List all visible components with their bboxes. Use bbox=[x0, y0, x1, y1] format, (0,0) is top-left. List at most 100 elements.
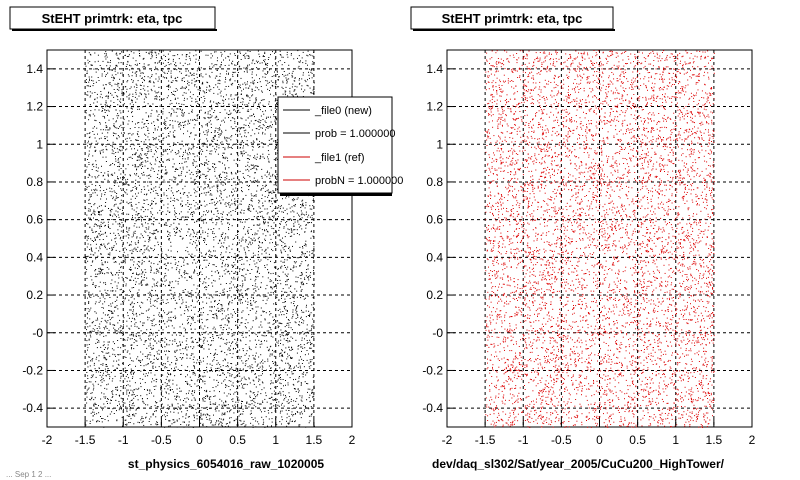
scatter-point bbox=[254, 394, 256, 396]
scatter-point bbox=[162, 320, 164, 322]
scatter-point bbox=[156, 424, 158, 426]
scatter-point bbox=[89, 398, 91, 400]
scatter-point bbox=[88, 185, 90, 187]
scatter-point bbox=[158, 135, 160, 137]
scatter-point bbox=[203, 91, 205, 93]
scatter-point bbox=[226, 407, 228, 409]
scatter-point bbox=[113, 76, 114, 78]
scatter-point bbox=[105, 370, 107, 372]
scatter-point bbox=[308, 408, 310, 410]
scatter-point bbox=[303, 245, 305, 246]
scatter-point bbox=[243, 275, 245, 277]
scatter-point bbox=[270, 335, 272, 337]
scatter-point bbox=[133, 303, 135, 305]
scatter-point bbox=[135, 139, 137, 141]
scatter-point bbox=[198, 337, 200, 339]
scatter-point bbox=[310, 312, 312, 314]
scatter-point bbox=[270, 367, 271, 369]
scatter-point bbox=[264, 53, 266, 54]
scatter-point bbox=[248, 236, 250, 238]
scatter-point bbox=[262, 185, 264, 187]
scatter-point bbox=[164, 72, 166, 74]
scatter-point bbox=[117, 135, 119, 136]
scatter-point bbox=[272, 82, 274, 83]
scatter-point bbox=[204, 383, 206, 385]
scatter-point bbox=[136, 315, 138, 317]
scatter-point bbox=[211, 63, 213, 65]
scatter-point bbox=[225, 268, 227, 270]
scatter-point bbox=[268, 365, 270, 367]
scatter-point bbox=[245, 136, 247, 138]
scatter-point bbox=[89, 104, 91, 106]
scatter-point bbox=[185, 74, 187, 76]
scatter-point bbox=[126, 140, 128, 142]
scatter-point bbox=[139, 321, 141, 323]
scatter-point bbox=[93, 352, 95, 354]
scatter-point bbox=[242, 199, 244, 200]
scatter-point bbox=[105, 283, 107, 285]
scatter-point bbox=[257, 212, 259, 214]
scatter-point bbox=[185, 70, 187, 72]
scatter-point bbox=[287, 422, 289, 424]
scatter-point bbox=[174, 212, 176, 214]
scatter-point bbox=[197, 80, 199, 82]
scatter-point bbox=[156, 96, 158, 98]
scatter-point bbox=[253, 82, 255, 84]
scatter-point bbox=[186, 319, 188, 321]
scatter-point bbox=[113, 102, 115, 103]
scatter-point bbox=[87, 176, 89, 178]
scatter-point bbox=[249, 185, 250, 186]
scatter-point bbox=[139, 314, 141, 316]
scatter-point bbox=[192, 406, 193, 408]
scatter-point bbox=[235, 418, 237, 420]
scatter-point bbox=[213, 101, 215, 103]
scatter-point bbox=[112, 143, 114, 145]
scatter-point bbox=[209, 168, 211, 170]
scatter-point bbox=[224, 172, 225, 174]
scatter-point bbox=[191, 229, 193, 230]
scatter-point bbox=[271, 192, 273, 194]
scatter-point bbox=[270, 54, 271, 56]
scatter-point bbox=[174, 263, 176, 265]
scatter-point bbox=[239, 242, 240, 244]
scatter-point bbox=[233, 276, 235, 278]
scatter-point bbox=[258, 375, 260, 377]
scatter-point bbox=[289, 349, 290, 351]
scatter-point bbox=[95, 160, 97, 162]
scatter-point bbox=[125, 66, 127, 67]
scatter-point bbox=[123, 281, 125, 283]
scatter-point bbox=[248, 64, 250, 66]
scatter-point bbox=[239, 51, 241, 53]
scatter-point bbox=[167, 153, 169, 155]
scatter-point bbox=[218, 217, 220, 218]
scatter-point bbox=[275, 147, 277, 149]
scatter-point bbox=[105, 146, 107, 148]
scatter-point bbox=[283, 211, 284, 213]
scatter-point bbox=[295, 281, 297, 283]
scatter-point bbox=[122, 335, 124, 336]
scatter-point bbox=[242, 302, 243, 304]
scatter-point bbox=[149, 143, 151, 145]
scatter-point bbox=[185, 250, 187, 252]
scatter-point bbox=[165, 56, 166, 57]
scatter-point bbox=[158, 91, 160, 93]
scatter-point bbox=[88, 173, 90, 175]
scatter-point bbox=[107, 171, 109, 172]
scatter-point bbox=[87, 317, 88, 319]
scatter-point bbox=[288, 203, 290, 205]
scatter-point bbox=[173, 327, 175, 329]
scatter-point bbox=[207, 111, 209, 113]
scatter-point bbox=[115, 160, 117, 162]
scatter-point bbox=[193, 188, 195, 190]
scatter-point bbox=[167, 312, 169, 314]
scatter-point bbox=[89, 325, 91, 327]
scatter-point bbox=[123, 334, 124, 335]
scatter-point bbox=[254, 90, 256, 91]
scatter-point bbox=[124, 424, 126, 426]
scatter-point bbox=[190, 233, 192, 235]
scatter-point bbox=[142, 353, 144, 355]
scatter-point bbox=[294, 366, 295, 368]
scatter-point bbox=[260, 189, 262, 191]
scatter-point bbox=[200, 233, 202, 235]
scatter-point bbox=[106, 401, 108, 402]
